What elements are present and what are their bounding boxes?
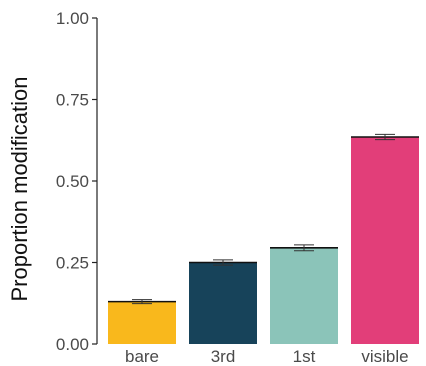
bar-3rd xyxy=(189,262,257,344)
x-tick-label-visible: visible xyxy=(361,347,408,366)
y-axis-ticks: 0.00 0.25 0.50 0.75 1.00 xyxy=(56,9,97,354)
y-tick-label: 0.00 xyxy=(56,335,89,354)
y-tick-label: 0.75 xyxy=(56,91,89,110)
x-axis-ticks: bare 3rd 1st visible xyxy=(125,347,409,366)
y-tick-label: 0.50 xyxy=(56,172,89,191)
bars xyxy=(108,136,419,344)
x-tick-label-1st: 1st xyxy=(293,347,316,366)
error-bars xyxy=(132,133,395,305)
y-tick-label: 0.25 xyxy=(56,254,89,273)
y-tick-label: 1.00 xyxy=(56,9,89,28)
bar-bare xyxy=(108,301,176,344)
x-tick-label-bare: bare xyxy=(125,347,159,366)
bar-visible xyxy=(351,136,419,344)
x-tick-label-3rd: 3rd xyxy=(211,347,236,366)
y-axis-title: Proportion modification xyxy=(7,76,32,301)
bar-1st xyxy=(270,247,338,344)
